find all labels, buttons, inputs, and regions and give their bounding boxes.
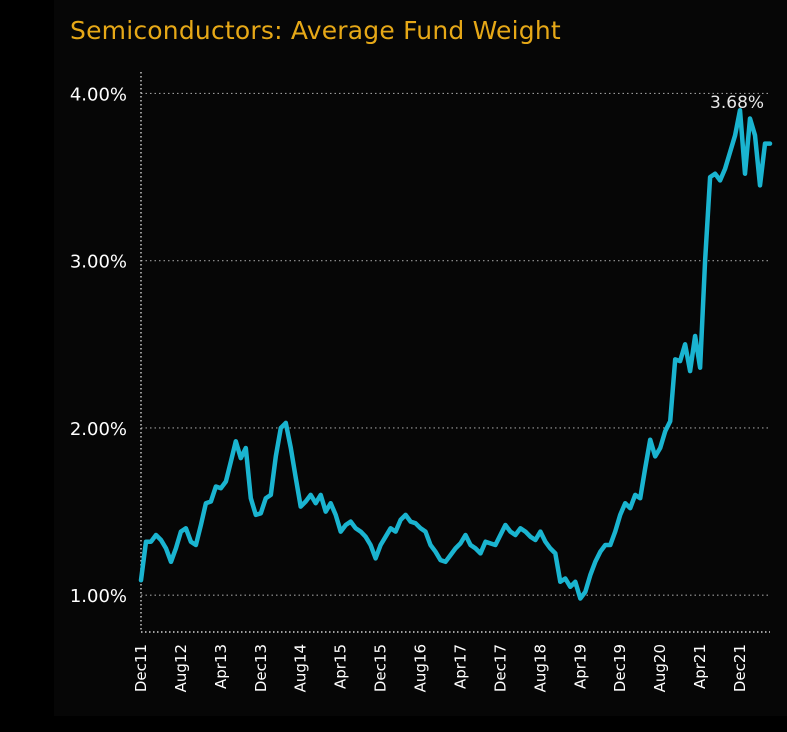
gridlines [141,92,770,596]
x-tick-label: Dec17 [491,644,509,692]
x-tick-label: Dec11 [132,644,150,692]
x-tick-label: Aug20 [651,644,669,692]
chart-title: Semiconductors: Average Fund Weight [70,16,561,45]
annotations: 3.68% [710,93,764,113]
series-lines [138,107,773,601]
last-value-label: 3.68% [710,93,764,113]
x-tick-label: Apr19 [571,644,589,689]
x-tick-label: Aug12 [172,644,190,692]
y-tick-label: 3.00% [70,252,127,273]
x-tick-label: Aug16 [412,644,430,692]
axes [140,72,770,633]
y-tick-label: 4.00% [70,84,127,105]
x-tick-label: Aug18 [531,644,549,692]
x-tick-label: Apr15 [332,644,350,689]
series-line-0 [138,107,773,601]
x-tick-label: Apr17 [451,644,469,689]
x-tick-label: Dec15 [372,644,390,692]
x-tick-label: Aug14 [292,644,310,692]
x-tick-label: Apr21 [691,644,709,689]
x-tick-label: Dec19 [611,644,629,692]
y-tick-label: 2.00% [70,419,127,440]
y-tick-labels: 1.00% 2.00% 3.00% 4.00% [70,84,127,607]
x-tick-label: Dec21 [731,644,749,692]
chart-panel [54,0,787,716]
x-tick-labels: Dec11 Aug12 Apr13 Dec13 Aug14 Apr15 Dec15 Aug16… [132,644,749,692]
y-tick-label: 1.00% [70,586,127,607]
x-tick-label: Dec13 [252,644,270,692]
x-tick-label: Apr13 [212,644,230,689]
